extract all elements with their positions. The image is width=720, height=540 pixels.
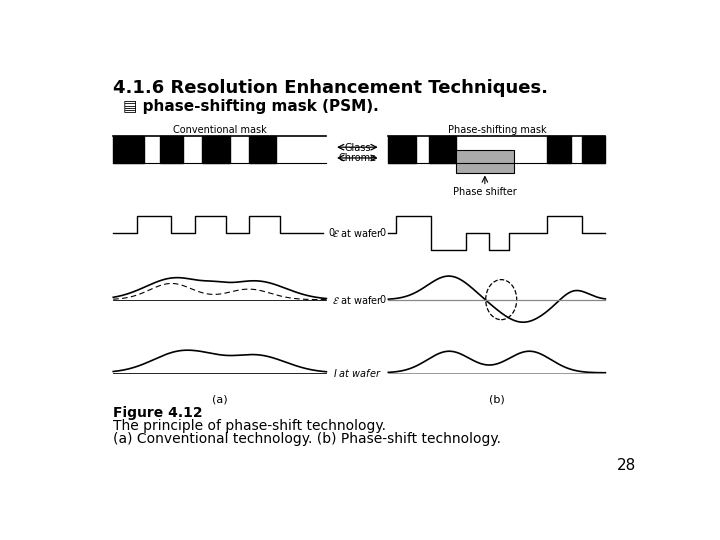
Text: ▤ phase-shifting mask (PSM).: ▤ phase-shifting mask (PSM). [122,99,378,114]
Text: (a) Conventional technology. (b) Phase-shift technology.: (a) Conventional technology. (b) Phase-s… [113,432,501,446]
Text: Phase shifter: Phase shifter [453,187,517,197]
Bar [160,136,183,163]
Bar [249,136,276,163]
Bar [428,136,456,163]
Text: 4.1.6 Resolution Enhancement Techniques.: 4.1.6 Resolution Enhancement Techniques. [113,79,548,97]
Text: Figure 4.12: Figure 4.12 [113,406,203,420]
Text: 0: 0 [379,228,385,238]
Text: Phase-shifting mask: Phase-shifting mask [448,125,546,135]
Text: $\mathcal{E}$ at wafer: $\mathcal{E}$ at wafer [332,227,383,239]
Text: Chrome: Chrome [338,153,377,163]
Bar [547,136,570,163]
Text: $I$ at wafer: $I$ at wafer [333,367,382,379]
Text: The principle of phase-shift technology.: The principle of phase-shift technology. [113,419,386,433]
Text: $\mathcal{E}$ at wafer: $\mathcal{E}$ at wafer [332,294,383,306]
Text: 0: 0 [379,295,385,305]
Text: (b): (b) [489,394,505,404]
Bar [113,136,144,163]
Text: 0: 0 [328,228,334,238]
Bar [456,150,514,173]
Text: Glass: Glass [344,143,371,153]
Bar [202,136,230,163]
Text: 28: 28 [617,457,636,472]
Bar [388,136,415,163]
Text: (a): (a) [212,394,228,404]
Text: Conventional mask: Conventional mask [173,125,266,135]
Bar [582,136,606,163]
